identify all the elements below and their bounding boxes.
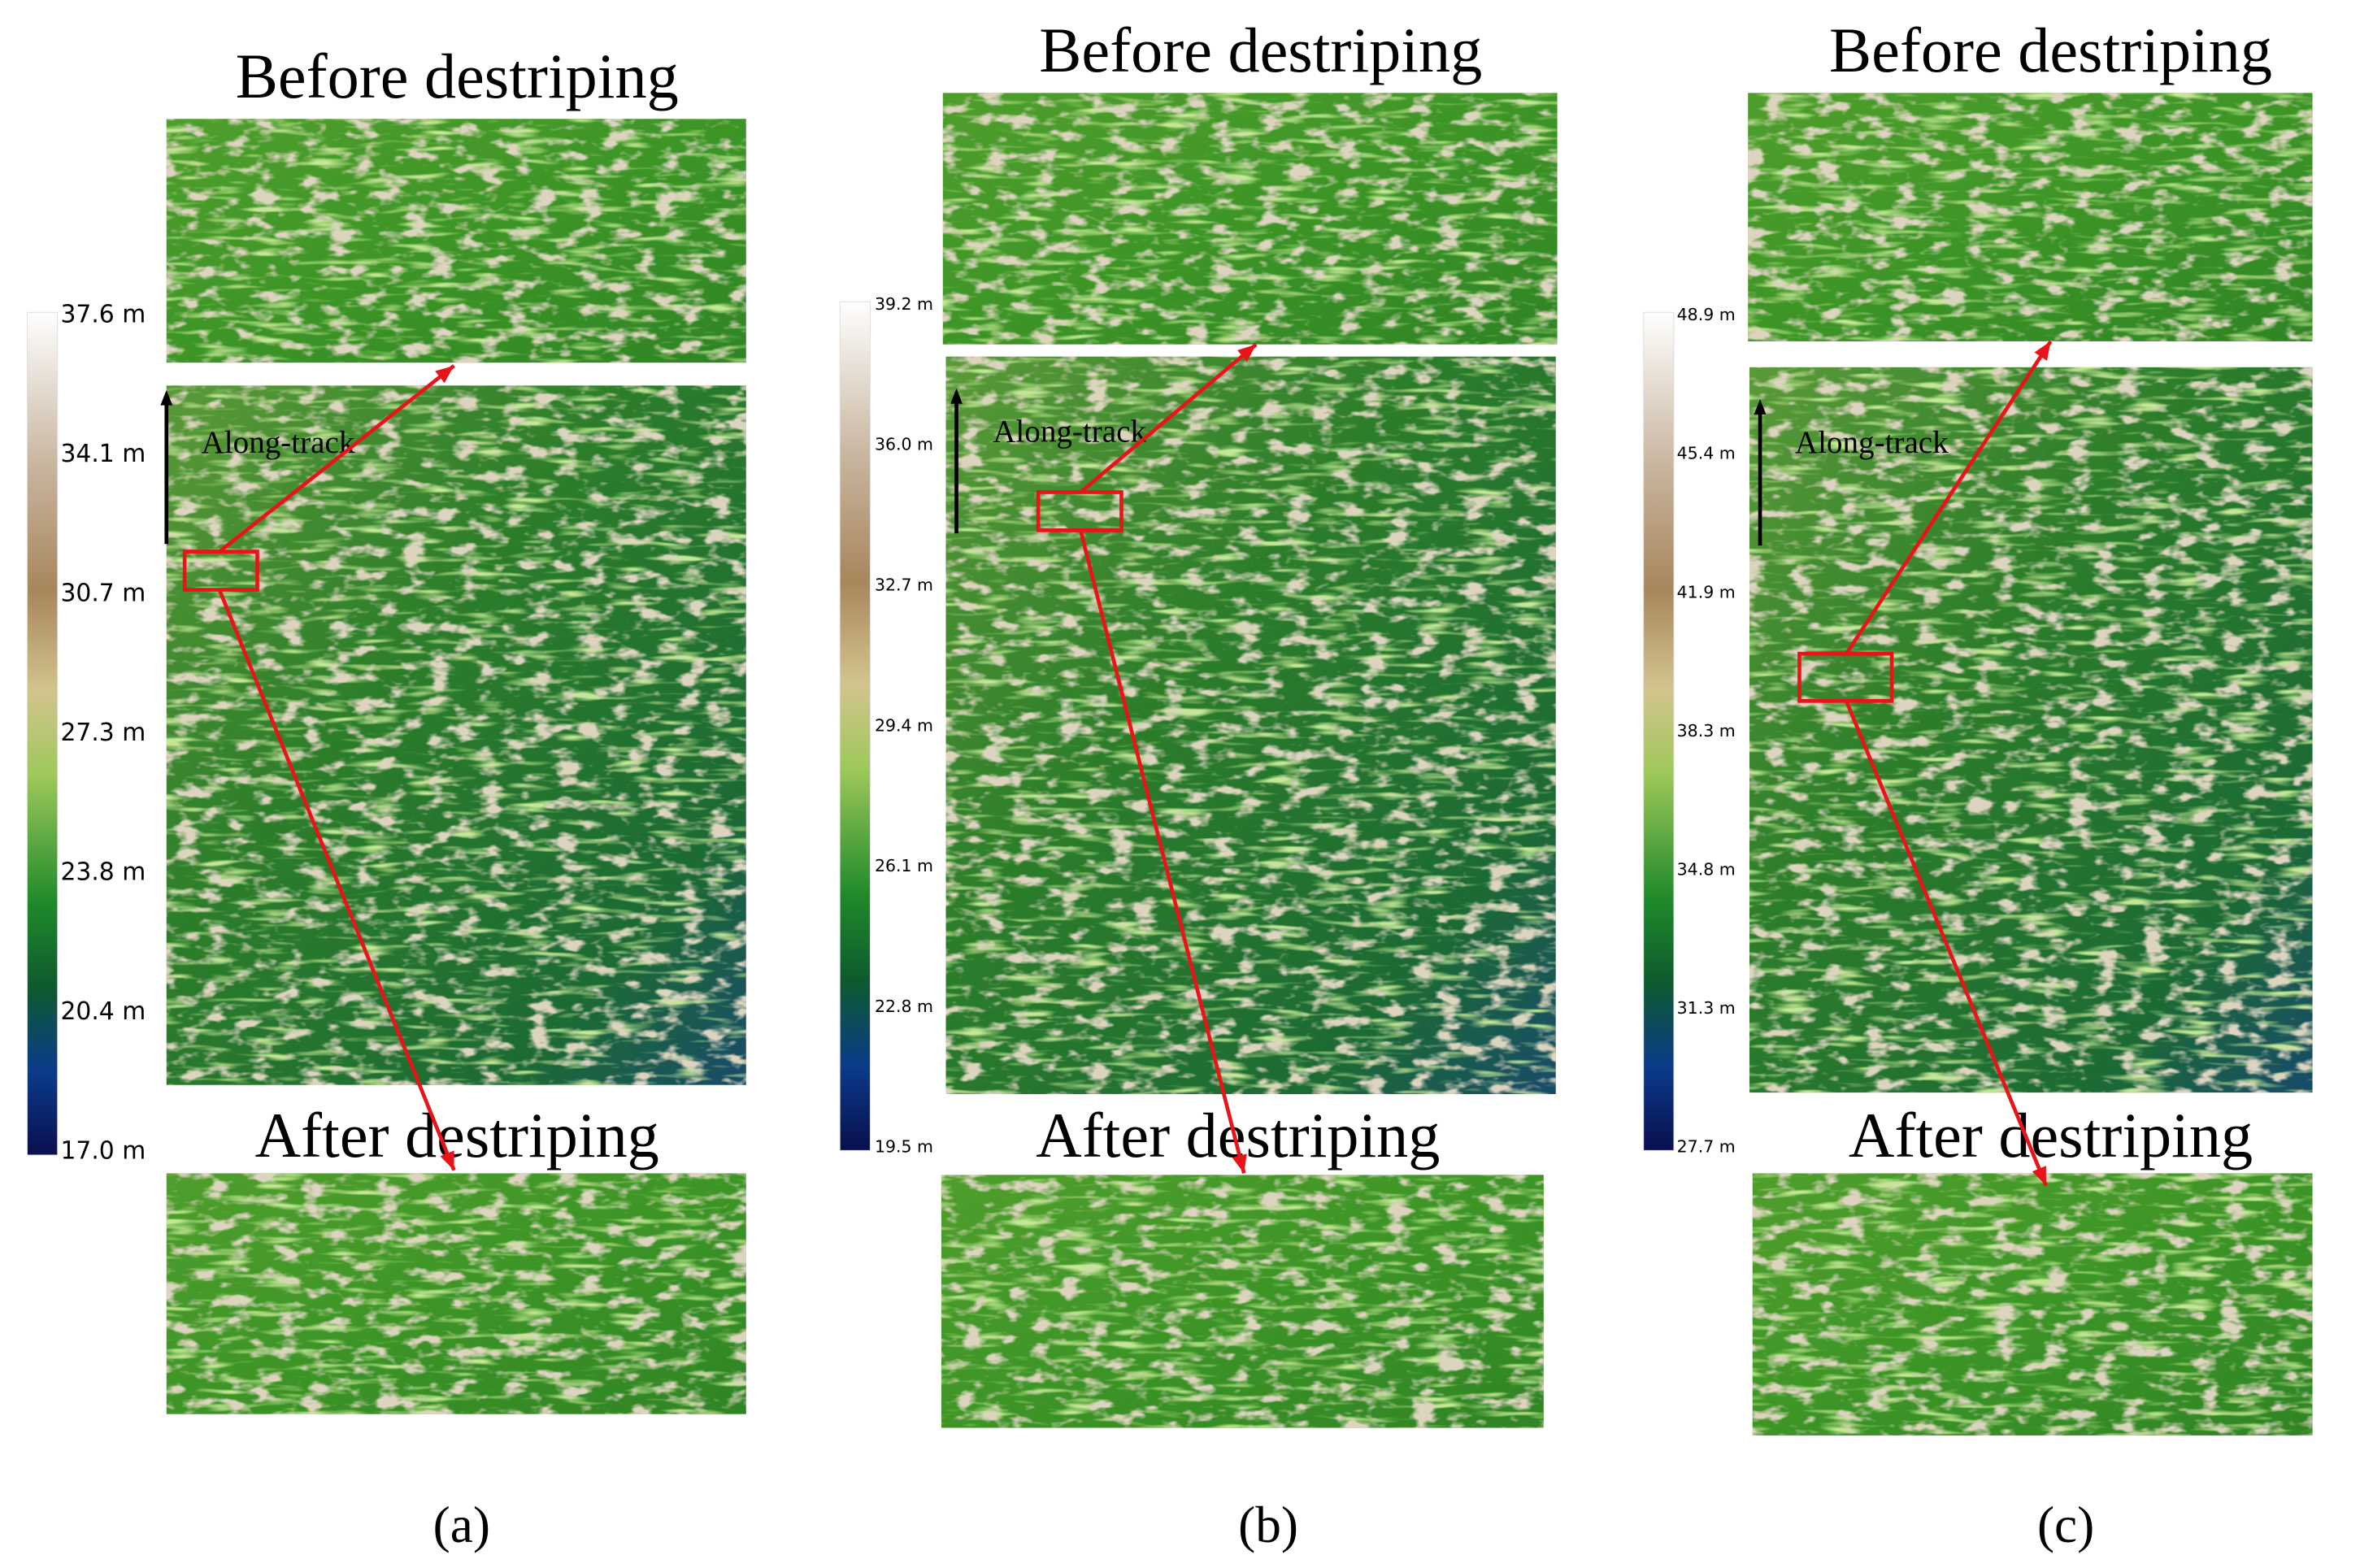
- colorbar-label: 29.4 m: [875, 715, 933, 735]
- arrow-head: [950, 389, 963, 404]
- overview-image-texture: [945, 356, 1556, 1094]
- before-image: [1748, 93, 2313, 341]
- before-title: Before destriping: [1829, 15, 2272, 85]
- after-title: After destriping: [255, 1100, 659, 1171]
- after-title: After destriping: [1849, 1100, 2253, 1171]
- colorbar-label: 38.3 m: [1677, 721, 1736, 741]
- colorbar-label: 19.5 m: [875, 1137, 933, 1157]
- before-image-texture: [1748, 93, 2313, 341]
- red-arrow-head: [1237, 344, 1257, 363]
- colorbar-label: 23.8 m: [60, 858, 146, 887]
- along-track-label: Along-track: [202, 425, 355, 460]
- red-arrow: [1845, 340, 2053, 655]
- colorbar-label: 48.9 m: [1677, 305, 1736, 324]
- colorbar-label: 31.3 m: [1677, 998, 1736, 1018]
- red-arrow-head: [2034, 341, 2051, 361]
- after-image-texture: [166, 1173, 746, 1414]
- panel-caption: (c): [2037, 1496, 2094, 1553]
- red-arrow: [217, 589, 456, 1171]
- red-arrow-head: [2032, 1166, 2046, 1186]
- overview-image: [1749, 367, 2313, 1093]
- red-arrow: [1079, 342, 1258, 494]
- before-title: Before destriping: [236, 41, 679, 111]
- colorbar-label: 27.3 m: [60, 719, 146, 747]
- red-arrow: [1845, 700, 2049, 1187]
- colorbar: [27, 311, 59, 1156]
- before-title: Before destriping: [1039, 15, 1482, 85]
- before-image-texture: [942, 93, 1558, 345]
- colorbar-label: 17.0 m: [60, 1137, 146, 1166]
- after-image: [166, 1173, 746, 1414]
- colorbar: [1643, 311, 1675, 1151]
- overview-image-texture: [166, 385, 746, 1085]
- red-arrow: [218, 364, 455, 554]
- colorbar-label: 37.6 m: [60, 300, 146, 328]
- colorbar-label: 45.4 m: [1677, 444, 1736, 463]
- red-arrow-head: [435, 365, 454, 384]
- panel-caption: (a): [433, 1496, 490, 1553]
- colorbar-label: 22.8 m: [875, 997, 933, 1016]
- after-image: [1752, 1173, 2313, 1436]
- red-arrow-head: [1232, 1153, 1247, 1174]
- colorbar-label: 32.7 m: [875, 575, 933, 594]
- colorbar-label: 34.8 m: [1677, 859, 1736, 879]
- panel-caption: (b): [1238, 1496, 1298, 1553]
- after-image: [941, 1175, 1544, 1428]
- after-image-texture: [941, 1175, 1544, 1428]
- colorbar-label: 26.1 m: [875, 856, 933, 875]
- overview-image: [166, 385, 746, 1085]
- colorbar-label: 20.4 m: [60, 997, 146, 1026]
- colorbar-label: 39.2 m: [875, 294, 933, 314]
- along-track-label: Along-track: [993, 415, 1146, 450]
- colorbar: [839, 301, 871, 1151]
- colorbar-label: 36.0 m: [875, 435, 933, 454]
- before-image-texture: [166, 119, 746, 363]
- highlight-box: [1797, 651, 1894, 703]
- before-image: [942, 93, 1558, 345]
- red-arrow: [1078, 529, 1246, 1175]
- overview-image-texture: [1749, 367, 2313, 1093]
- highlight-box: [1036, 490, 1123, 532]
- colorbar-label: 41.9 m: [1677, 582, 1736, 602]
- along-track-label: Along-track: [1795, 425, 1949, 460]
- arrow-head: [1754, 399, 1767, 415]
- after-image-texture: [1752, 1173, 2313, 1436]
- colorbar-label: 30.7 m: [60, 580, 146, 608]
- before-image: [166, 119, 746, 363]
- overview-image: [945, 356, 1556, 1094]
- colorbar-label: 27.7 m: [1677, 1137, 1736, 1157]
- red-arrow-head: [440, 1150, 454, 1171]
- arrow-head: [160, 389, 173, 406]
- colorbar-label: 34.1 m: [60, 440, 146, 468]
